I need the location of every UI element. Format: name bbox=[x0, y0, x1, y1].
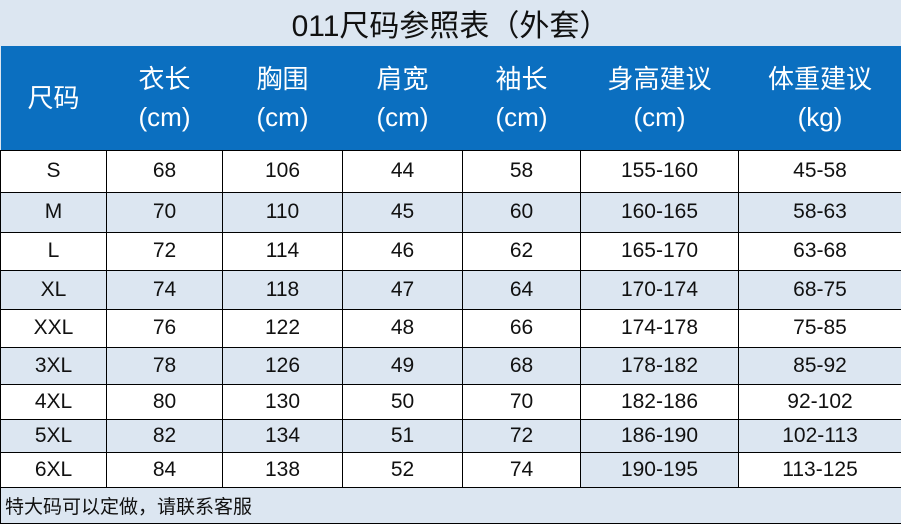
table-cell: 155-160 bbox=[581, 150, 739, 192]
column-header-line: (cm) bbox=[223, 98, 343, 136]
table-cell: 118 bbox=[223, 270, 343, 309]
size-chart-table: 尺码衣长(cm)胸围(cm)肩宽(cm)袖长(cm)身高建议(cm)体重建议(k… bbox=[0, 46, 901, 524]
column-header-line: (cm) bbox=[463, 98, 581, 136]
table-cell: 49 bbox=[343, 347, 463, 384]
table-cell: XXL bbox=[1, 309, 107, 347]
table-cell: 70 bbox=[107, 192, 223, 232]
table-cell: 63-68 bbox=[739, 232, 901, 270]
table-cell: 66 bbox=[463, 309, 581, 347]
table-cell: 190-195 bbox=[581, 452, 739, 487]
table-cell: 174-178 bbox=[581, 309, 739, 347]
column-header-line: 尺码 bbox=[1, 79, 107, 117]
table-cell: 102-113 bbox=[739, 419, 901, 452]
column-header-line: 肩宽 bbox=[343, 60, 463, 98]
table-cell: 6XL bbox=[1, 452, 107, 487]
column-header-line: (cm) bbox=[107, 98, 223, 136]
table-cell: 47 bbox=[343, 270, 463, 309]
table-cell: 5XL bbox=[1, 419, 107, 452]
table-cell: 4XL bbox=[1, 384, 107, 419]
table-cell: 58 bbox=[463, 150, 581, 192]
table-cell: 44 bbox=[343, 150, 463, 192]
footer-row: 特大码可以定做，请联系客服 bbox=[1, 487, 901, 523]
column-header: 衣长(cm) bbox=[107, 46, 223, 150]
table-cell: 122 bbox=[223, 309, 343, 347]
footer-note: 特大码可以定做，请联系客服 bbox=[1, 487, 901, 523]
table-cell: 75-85 bbox=[739, 309, 901, 347]
table-cell: 60 bbox=[463, 192, 581, 232]
column-header: 尺码 bbox=[1, 46, 107, 150]
table-cell: 50 bbox=[343, 384, 463, 419]
table-cell: M bbox=[1, 192, 107, 232]
table-cell: 126 bbox=[223, 347, 343, 384]
table-cell: 110 bbox=[223, 192, 343, 232]
column-header-line: 衣长 bbox=[107, 60, 223, 98]
table-cell: 48 bbox=[343, 309, 463, 347]
table-cell: 186-190 bbox=[581, 419, 739, 452]
table-cell: 72 bbox=[463, 419, 581, 452]
table-cell: 3XL bbox=[1, 347, 107, 384]
column-header-line: 袖长 bbox=[463, 60, 581, 98]
column-header: 袖长(cm) bbox=[463, 46, 581, 150]
table-cell: 52 bbox=[343, 452, 463, 487]
table-cell: 138 bbox=[223, 452, 343, 487]
table-cell: XL bbox=[1, 270, 107, 309]
table-cell: 45-58 bbox=[739, 150, 901, 192]
table-cell: 68 bbox=[463, 347, 581, 384]
table-cell: 114 bbox=[223, 232, 343, 270]
table-cell: 82 bbox=[107, 419, 223, 452]
table-cell: 51 bbox=[343, 419, 463, 452]
table-cell: 182-186 bbox=[581, 384, 739, 419]
table-cell: 68 bbox=[107, 150, 223, 192]
table-cell: 85-92 bbox=[739, 347, 901, 384]
column-header-line: (kg) bbox=[739, 98, 901, 136]
table-cell: 178-182 bbox=[581, 347, 739, 384]
table-cell: 84 bbox=[107, 452, 223, 487]
column-header-line: 胸围 bbox=[223, 60, 343, 98]
table-cell: 92-102 bbox=[739, 384, 901, 419]
table-cell: 106 bbox=[223, 150, 343, 192]
table-cell: 45 bbox=[343, 192, 463, 232]
table-cell: 130 bbox=[223, 384, 343, 419]
table-cell: S bbox=[1, 150, 107, 192]
table-cell: 74 bbox=[463, 452, 581, 487]
table-cell: 76 bbox=[107, 309, 223, 347]
table-cell: 74 bbox=[107, 270, 223, 309]
column-header-line: (cm) bbox=[581, 98, 739, 136]
table-cell: 62 bbox=[463, 232, 581, 270]
table-cell: 170-174 bbox=[581, 270, 739, 309]
column-header: 肩宽(cm) bbox=[343, 46, 463, 150]
table-cell: 72 bbox=[107, 232, 223, 270]
column-header: 胸围(cm) bbox=[223, 46, 343, 150]
table-cell: 78 bbox=[107, 347, 223, 384]
table-cell: 165-170 bbox=[581, 232, 739, 270]
table-cell: 64 bbox=[463, 270, 581, 309]
table-cell: 68-75 bbox=[739, 270, 901, 309]
table-cell: 160-165 bbox=[581, 192, 739, 232]
column-header: 身高建议(cm) bbox=[581, 46, 739, 150]
page-title: 011尺码参照表（外套） bbox=[0, 0, 901, 46]
table-cell: 58-63 bbox=[739, 192, 901, 232]
table-cell: 113-125 bbox=[739, 452, 901, 487]
table-cell: 134 bbox=[223, 419, 343, 452]
column-header: 体重建议(kg) bbox=[739, 46, 901, 150]
header-row: 尺码衣长(cm)胸围(cm)肩宽(cm)袖长(cm)身高建议(cm)体重建议(k… bbox=[1, 46, 901, 150]
table-cell: 46 bbox=[343, 232, 463, 270]
table-cell: L bbox=[1, 232, 107, 270]
column-header-line: 身高建议 bbox=[581, 60, 739, 98]
table-cell: 80 bbox=[107, 384, 223, 419]
column-header-line: (cm) bbox=[343, 98, 463, 136]
table-cell: 70 bbox=[463, 384, 581, 419]
column-header-line: 体重建议 bbox=[739, 60, 901, 98]
